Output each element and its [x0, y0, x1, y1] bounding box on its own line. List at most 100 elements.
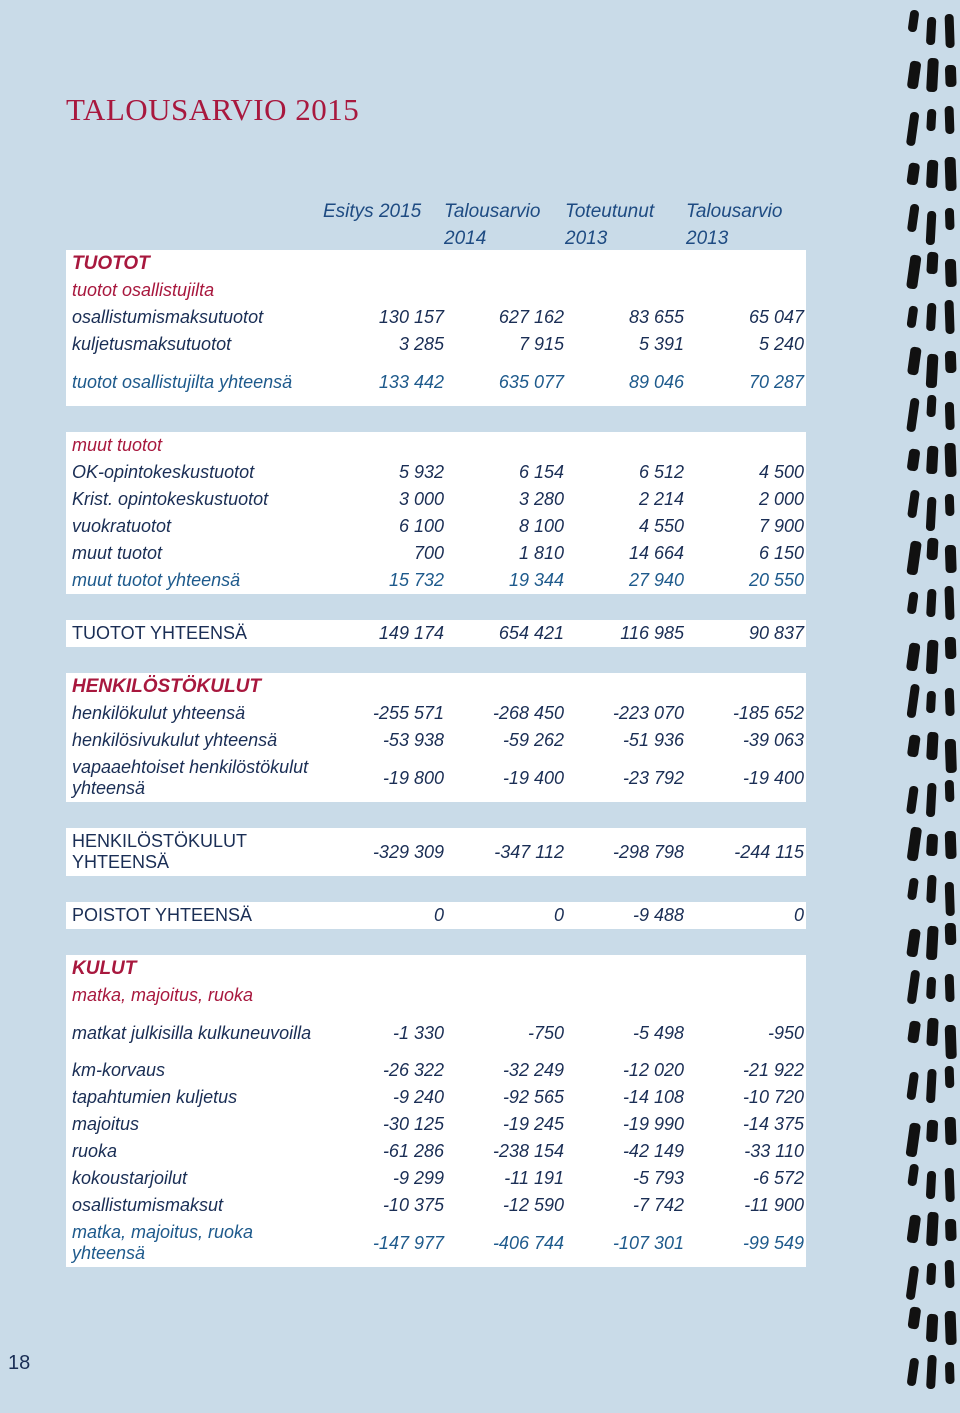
- cell-value: -147 977: [372, 1232, 444, 1253]
- cell-value: 70 287: [748, 371, 804, 392]
- row-label: muut tuotot yhteensä: [72, 570, 241, 590]
- cell-value: 654 421: [498, 623, 564, 643]
- cell-value: -23 792: [622, 767, 684, 788]
- cell-value: 0: [553, 905, 564, 925]
- brush-stroke: [944, 207, 955, 231]
- brush-stroke: [906, 111, 919, 146]
- table-row: HENKILÖSTÖKULUT YHTEENSÄ -329 309 -347 112…: [66, 828, 806, 876]
- cell-value: -9 240: [392, 1087, 444, 1107]
- cell-value: -6 572: [752, 1168, 804, 1188]
- brush-stroke: [907, 1163, 919, 1186]
- cell-value: 3 000: [398, 489, 444, 509]
- brush-stroke: [906, 642, 921, 672]
- cell-value: -255 571: [372, 703, 444, 723]
- brush-stroke: [906, 1214, 921, 1244]
- cell-value: 7 900: [758, 516, 804, 536]
- row-group: POISTOT YHTEENSÄ 0 0 -9 488 0: [66, 902, 806, 929]
- brush-stroke: [925, 353, 939, 389]
- cell-value: 5 391: [638, 334, 684, 354]
- row-group: HENKILÖSTÖKULUT YHTEENSÄ -329 309 -347 112…: [66, 828, 806, 876]
- cell-value: -19 400: [502, 767, 564, 788]
- brush-stroke: [926, 1262, 937, 1286]
- cell-value: 65 047: [748, 307, 804, 327]
- brush-stroke: [906, 540, 922, 576]
- cell-value: -11 191: [504, 1168, 564, 1188]
- table-row: matka, majoitus, ruoka: [66, 982, 806, 1009]
- cell-value: -11 900: [744, 1195, 804, 1215]
- cell-value: -329 309: [372, 841, 444, 862]
- brush-stroke: [944, 13, 955, 49]
- cell-value: -750: [527, 1022, 564, 1043]
- row-group: KULUT matka, majoitus, ruoka matkat julkis…: [66, 955, 806, 1267]
- brush-stroke: [944, 830, 957, 860]
- brush-stroke: [926, 731, 939, 761]
- cell-value: 20 550: [748, 570, 804, 590]
- row-label: OK-opintokeskustuotot: [72, 462, 255, 482]
- column-header: Talousarvio 2013: [686, 201, 783, 249]
- brush-stroke: [907, 448, 920, 472]
- row-label: tuotot osallistujilta: [72, 280, 215, 300]
- brush-stroke: [905, 1122, 921, 1157]
- row-label: osallistumismaksut: [72, 1195, 224, 1215]
- brush-stroke: [926, 251, 939, 275]
- row-label: matka, majoitus, ruoka yhteensä: [72, 1222, 254, 1263]
- brush-stroke: [944, 738, 957, 774]
- brush-stroke: [906, 398, 920, 432]
- brush-stroke: [906, 254, 922, 290]
- cell-value: 116 985: [620, 623, 684, 643]
- column-headers: Esitys 2015 Talousarvio 2014 Toteutunut 20…: [323, 198, 807, 252]
- cell-value: 6 150: [758, 543, 804, 563]
- row-label: matka, majoitus, ruoka: [72, 985, 254, 1005]
- table-row: osallistumismaksutuotot 130 157 627 162 83 …: [66, 304, 806, 331]
- cell-value: -10 720: [742, 1087, 804, 1107]
- cell-value: 90 837: [748, 623, 804, 643]
- brush-stroke: [945, 64, 957, 88]
- row-label: muut tuotot: [72, 543, 163, 563]
- brush-stroke: [944, 1065, 955, 1089]
- brush-stroke: [926, 1313, 939, 1343]
- table-row: vapaaehtoiset henkilöstökulut yhteensä -1…: [66, 754, 806, 802]
- brush-stroke: [926, 394, 937, 418]
- brush-stroke: [907, 60, 921, 90]
- cell-value: 7 915: [518, 334, 564, 354]
- cell-value: 6 100: [398, 516, 444, 536]
- table-row: osallistumismaksut -10 375 -12 590 -7 742 -1…: [66, 1192, 806, 1219]
- brush-stroke: [926, 588, 937, 618]
- brush-stroke: [907, 591, 919, 614]
- table-row: matkat julkisilla kulkuneuvoilla -1 330 -7…: [66, 1009, 806, 1057]
- brush-stroke: [907, 1306, 921, 1330]
- row-group: muut tuotot OK-opintokeskustuotot 5 932 6 1…: [66, 432, 806, 594]
- cell-value: -238 154: [492, 1141, 564, 1161]
- brush-stroke: [925, 496, 937, 531]
- row-label: TUOTOT: [72, 253, 150, 274]
- brush-stroke: [944, 1167, 955, 1203]
- cell-value: -107 301: [612, 1232, 684, 1253]
- cell-value: -32 249: [502, 1060, 564, 1080]
- column-header: Esitys 2015: [323, 201, 422, 222]
- brush-stroke: [906, 1265, 919, 1300]
- brush-stroke: [926, 302, 937, 332]
- cell-value: -185 652: [732, 703, 804, 723]
- row-group: HENKILÖSTÖKULUT henkilökulut yhteensä -255…: [66, 673, 806, 802]
- row-label: muut tuotot: [72, 435, 163, 455]
- brush-stroke: [944, 1310, 957, 1346]
- table-row: majoitus -30 125 -19 245 -19 990 -14 375: [66, 1111, 806, 1138]
- cell-value: -5 793: [632, 1168, 684, 1188]
- row-label: matkat julkisilla kulkuneuvoilla: [72, 1022, 312, 1043]
- decoration: [905, 9, 957, 1390]
- brush-stroke: [944, 350, 957, 374]
- brush-stroke: [945, 1361, 955, 1385]
- row-label: osallistumismaksutuotot: [72, 307, 264, 327]
- cell-value: -59 262: [502, 730, 564, 750]
- brush-stroke: [944, 973, 955, 1003]
- budget-table: TUOTOT tuotot osallistujilta osallistumism…: [66, 250, 806, 1293]
- cell-value: 4 500: [758, 462, 804, 482]
- table-row: matka, majoitus, ruoka yhteensä -147 977 -…: [66, 1219, 806, 1267]
- cell-value: -26 322: [382, 1060, 444, 1080]
- cell-value: -19 800: [382, 767, 444, 788]
- brush-stroke: [944, 687, 955, 717]
- table-row: km-korvaus -26 322 -32 249 -12 020 -21 922: [66, 1057, 806, 1084]
- row-label: km-korvaus: [72, 1060, 166, 1080]
- row-label: TUOTOT YHTEENSÄ: [72, 623, 248, 643]
- row-label: vapaaehtoiset henkilöstökulut yhteensä: [72, 757, 309, 798]
